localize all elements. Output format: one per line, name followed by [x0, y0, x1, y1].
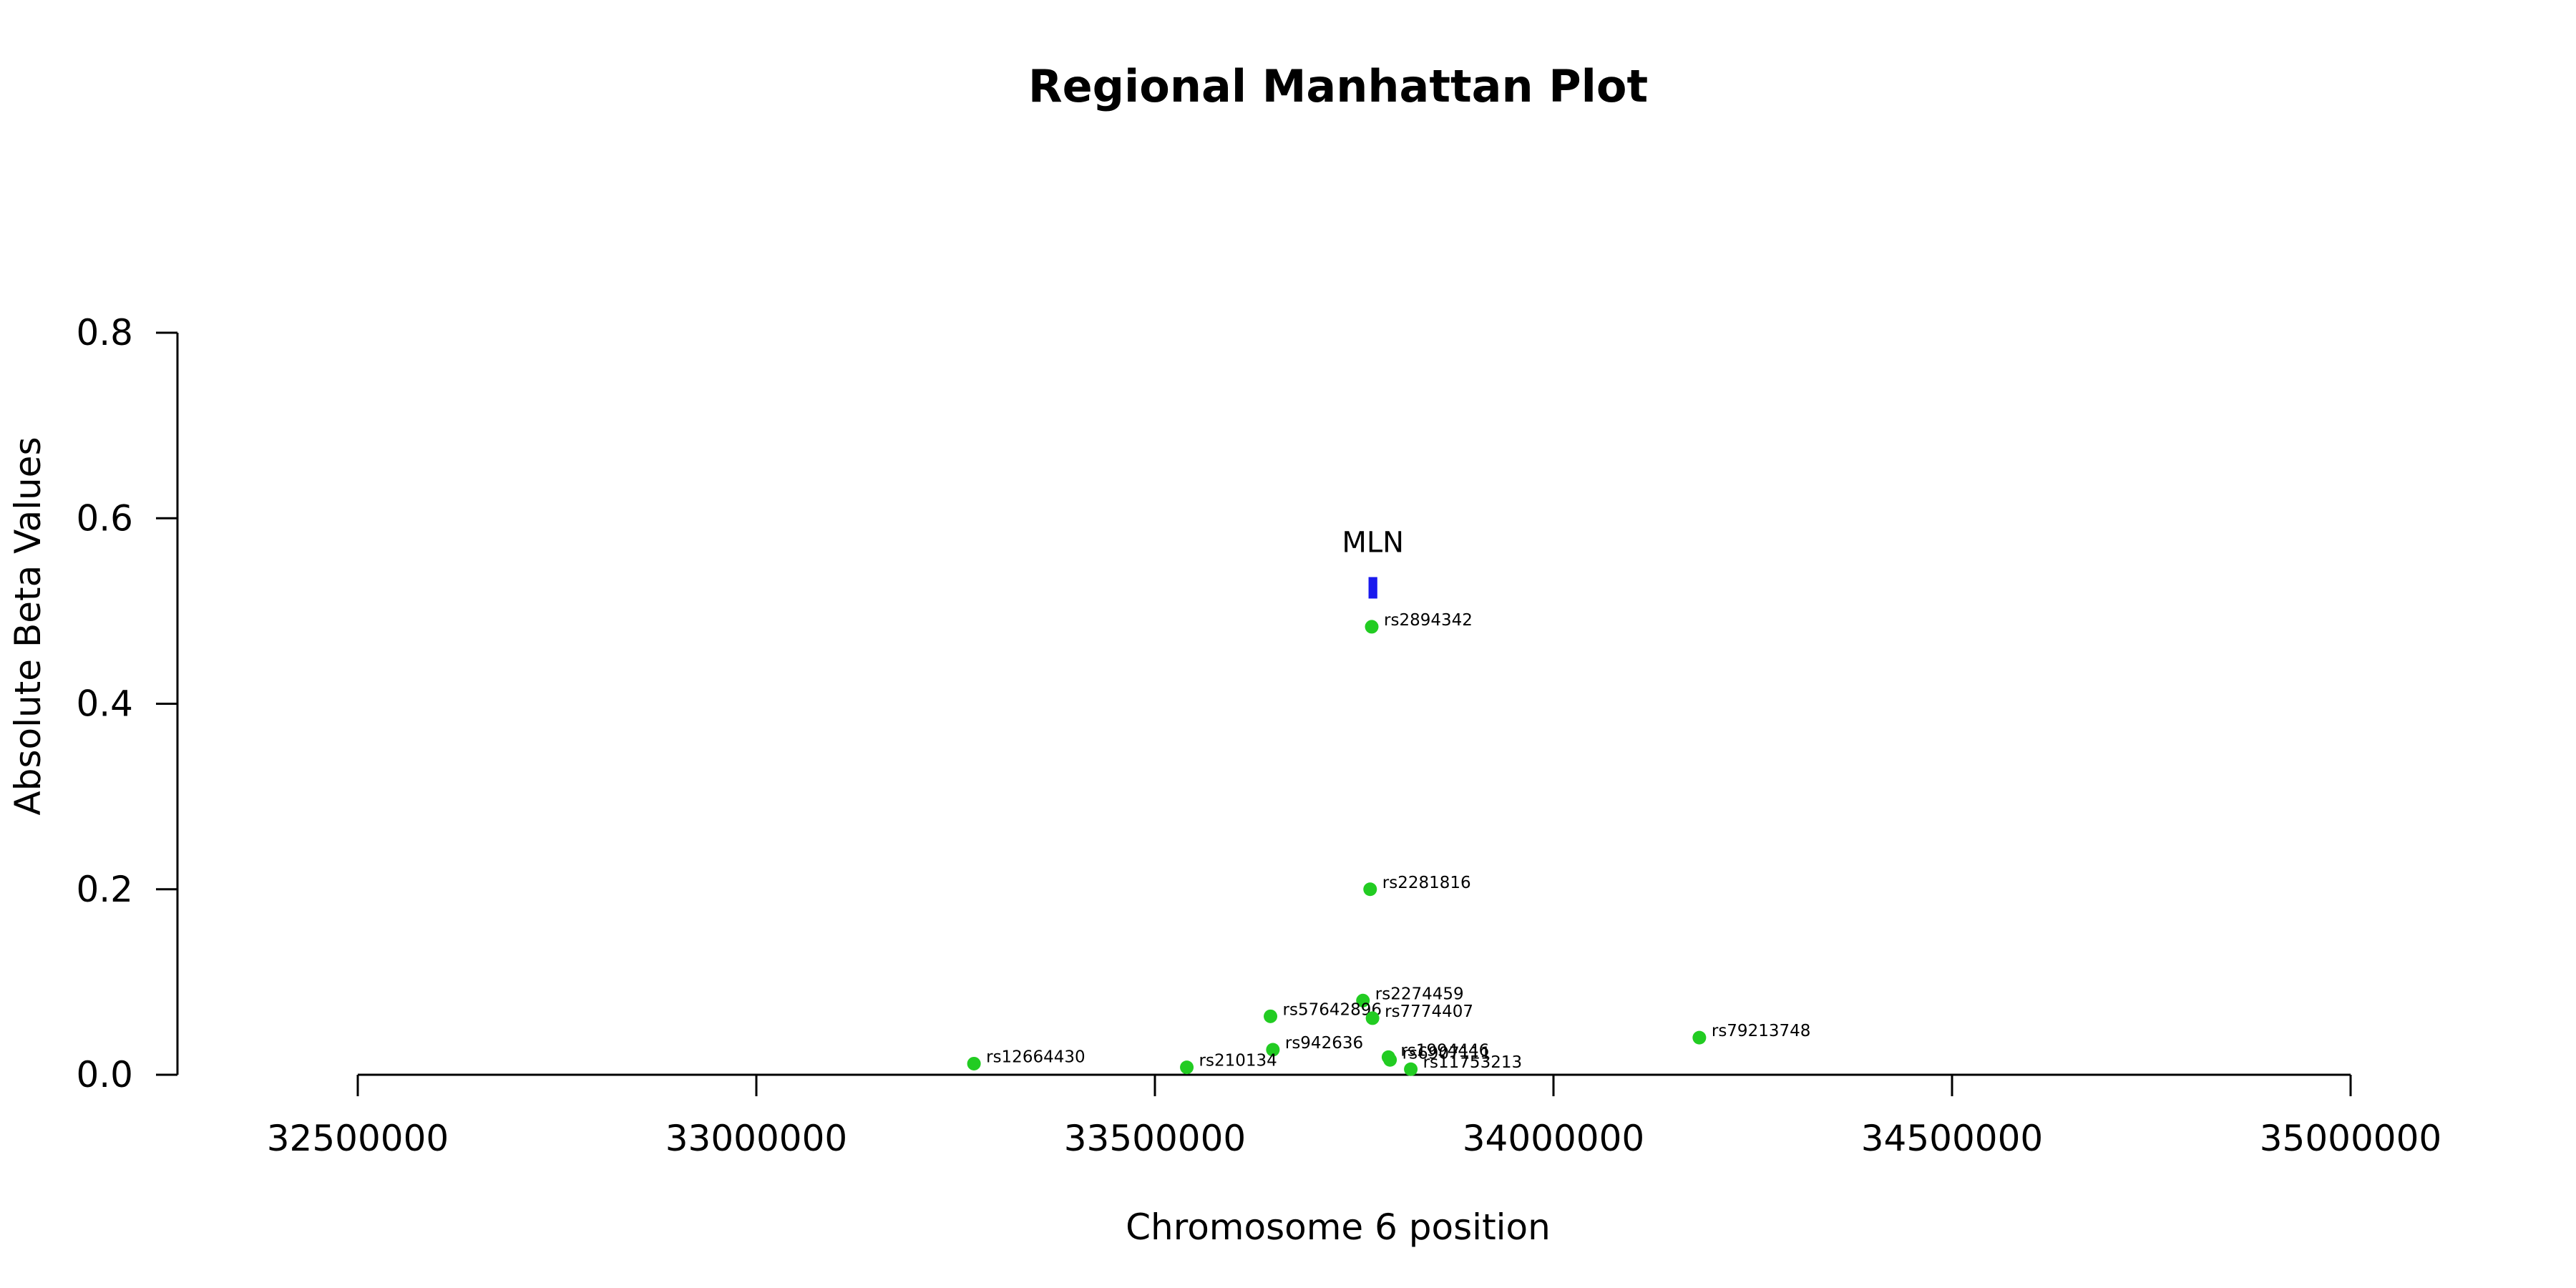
snp-point [1404, 1062, 1418, 1076]
snp-point [967, 1056, 981, 1070]
snp-label: rs210134 [1199, 1052, 1277, 1070]
x-tick-label: 32500000 [267, 1118, 449, 1159]
x-tick-label: 33000000 [665, 1118, 848, 1159]
snp-point [1266, 1043, 1280, 1057]
snp-point [1363, 882, 1377, 897]
snp-point [1692, 1030, 1707, 1045]
snp-label: rs2281816 [1382, 874, 1471, 892]
gene-mln-bar [1368, 577, 1377, 599]
snp-label: rs11753213 [1423, 1053, 1523, 1072]
gene-layer: MLN [1342, 526, 1404, 599]
snp-label: rs7774407 [1385, 1002, 1473, 1021]
x-axis-label: Chromosome 6 position [1126, 1206, 1551, 1248]
snp-point [1180, 1060, 1194, 1075]
snp-point [1365, 620, 1379, 634]
snp-point [1365, 1011, 1380, 1025]
snp-label: rs942636 [1285, 1034, 1363, 1053]
y-tick-label: 0.6 [76, 497, 133, 539]
y-tick-label: 0.2 [76, 869, 133, 910]
gene-label: MLN [1342, 526, 1404, 559]
snp-label: rs6907111 [1402, 1044, 1491, 1063]
snp-label: rs2274459 [1375, 985, 1464, 1003]
snp-label: rs57642896 [1283, 1000, 1382, 1019]
snp-label: rs1994446 [1400, 1041, 1489, 1060]
snp-point [1264, 1009, 1278, 1023]
snp-label: rs79213748 [1712, 1022, 1811, 1040]
chart-title: Regional Manhattan Plot [1028, 60, 1648, 112]
y-tick-label: 0.0 [76, 1054, 133, 1096]
y-tick-label: 0.8 [76, 312, 133, 353]
y-tick-label: 0.4 [76, 683, 133, 725]
x-tick-label: 33500000 [1064, 1118, 1246, 1159]
snp-point [1383, 1053, 1397, 1067]
axes: 0.0 0.2 0.4 0.6 0.8 32500000 33000000 33500000 3… [76, 312, 2441, 1159]
y-axis-label: Absolute Beta Values [7, 437, 49, 816]
x-tick-label: 34500000 [1861, 1118, 2044, 1159]
x-tick-label: 34000000 [1463, 1118, 1645, 1159]
x-tick-label: 35000000 [2260, 1118, 2442, 1159]
snp-point [1356, 993, 1370, 1008]
snp-label: rs2894342 [1384, 611, 1473, 630]
snp-label: rs12664430 [986, 1048, 1085, 1066]
